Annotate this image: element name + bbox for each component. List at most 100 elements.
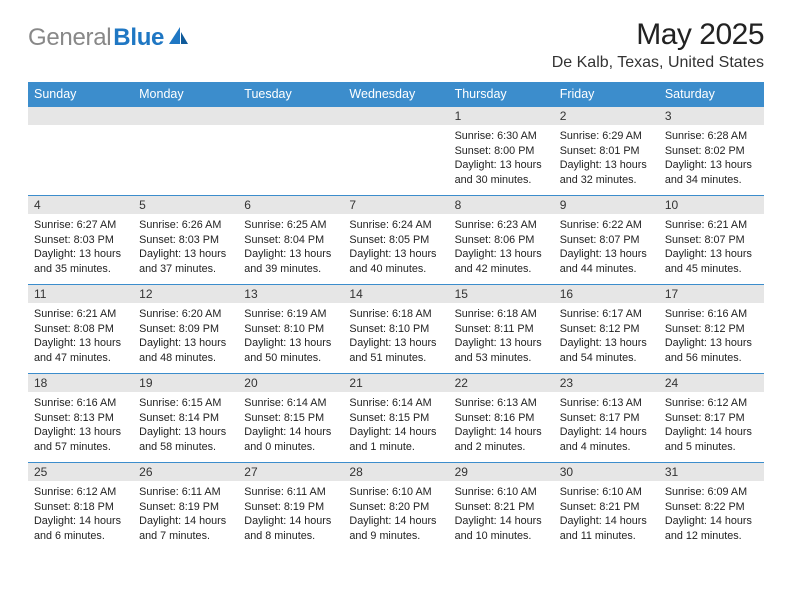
- sunrise-text: Sunrise: 6:21 AM: [34, 307, 129, 322]
- sunrise-text: Sunrise: 6:25 AM: [244, 218, 339, 233]
- daylight-text: Daylight: 13 hours and 32 minutes.: [560, 158, 655, 187]
- sunrise-text: Sunrise: 6:16 AM: [665, 307, 760, 322]
- sunset-text: Sunset: 8:05 PM: [349, 233, 444, 248]
- sunset-text: Sunset: 8:16 PM: [455, 411, 550, 426]
- day-cell: Sunrise: 6:15 AMSunset: 8:14 PMDaylight:…: [133, 392, 238, 462]
- daylight-text: Daylight: 14 hours and 1 minute.: [349, 425, 444, 454]
- day-header-fri: Friday: [554, 82, 659, 107]
- sunrise-text: Sunrise: 6:10 AM: [560, 485, 655, 500]
- sunrise-text: Sunrise: 6:12 AM: [34, 485, 129, 500]
- day-number: 1: [449, 107, 554, 125]
- daylight-text: Daylight: 13 hours and 56 minutes.: [665, 336, 760, 365]
- title-block: May 2025 De Kalb, Texas, United States: [552, 18, 764, 72]
- day-header-mon: Monday: [133, 82, 238, 107]
- day-cell: Sunrise: 6:13 AMSunset: 8:16 PMDaylight:…: [449, 392, 554, 462]
- sunset-text: Sunset: 8:10 PM: [244, 322, 339, 337]
- sunset-text: Sunset: 8:17 PM: [665, 411, 760, 426]
- logo-text-general: General: [28, 24, 111, 52]
- day-number: 17: [659, 285, 764, 303]
- day-cell: Sunrise: 6:25 AMSunset: 8:04 PMDaylight:…: [238, 214, 343, 284]
- sunset-text: Sunset: 8:13 PM: [34, 411, 129, 426]
- daylight-text: Daylight: 14 hours and 5 minutes.: [665, 425, 760, 454]
- daylight-text: Daylight: 13 hours and 48 minutes.: [139, 336, 234, 365]
- daylight-text: Daylight: 14 hours and 7 minutes.: [139, 514, 234, 543]
- day-number: [343, 107, 448, 125]
- daylight-text: Daylight: 13 hours and 40 minutes.: [349, 247, 444, 276]
- daylight-text: Daylight: 14 hours and 8 minutes.: [244, 514, 339, 543]
- day-header-sun: Sunday: [28, 82, 133, 107]
- sunrise-text: Sunrise: 6:22 AM: [560, 218, 655, 233]
- logo-sail-icon: [168, 26, 190, 46]
- sunrise-text: Sunrise: 6:10 AM: [349, 485, 444, 500]
- sunrise-text: Sunrise: 6:26 AM: [139, 218, 234, 233]
- sunrise-text: Sunrise: 6:21 AM: [665, 218, 760, 233]
- sunset-text: Sunset: 8:14 PM: [139, 411, 234, 426]
- day-number: 29: [449, 463, 554, 481]
- week-num-strip: 45678910: [28, 195, 764, 214]
- sunrise-text: Sunrise: 6:28 AM: [665, 129, 760, 144]
- sunrise-text: Sunrise: 6:19 AM: [244, 307, 339, 322]
- day-number: 23: [554, 374, 659, 392]
- sunrise-text: Sunrise: 6:14 AM: [349, 396, 444, 411]
- sunset-text: Sunset: 8:10 PM: [349, 322, 444, 337]
- day-cell: Sunrise: 6:29 AMSunset: 8:01 PMDaylight:…: [554, 125, 659, 195]
- day-cell: [343, 125, 448, 195]
- sunset-text: Sunset: 8:18 PM: [34, 500, 129, 515]
- page-header: GeneralBlue May 2025 De Kalb, Texas, Uni…: [28, 18, 764, 72]
- week-num-strip: 18192021222324: [28, 373, 764, 392]
- day-number: 2: [554, 107, 659, 125]
- day-cell: Sunrise: 6:10 AMSunset: 8:20 PMDaylight:…: [343, 481, 448, 551]
- sunset-text: Sunset: 8:03 PM: [34, 233, 129, 248]
- calendar-page: GeneralBlue May 2025 De Kalb, Texas, Uni…: [0, 0, 792, 612]
- week-content-strip: Sunrise: 6:27 AMSunset: 8:03 PMDaylight:…: [28, 214, 764, 284]
- sunset-text: Sunset: 8:07 PM: [560, 233, 655, 248]
- sunset-text: Sunset: 8:02 PM: [665, 144, 760, 159]
- sunrise-text: Sunrise: 6:15 AM: [139, 396, 234, 411]
- day-number: 26: [133, 463, 238, 481]
- day-cell: Sunrise: 6:30 AMSunset: 8:00 PMDaylight:…: [449, 125, 554, 195]
- daylight-text: Daylight: 13 hours and 54 minutes.: [560, 336, 655, 365]
- sunset-text: Sunset: 8:09 PM: [139, 322, 234, 337]
- day-cell: Sunrise: 6:17 AMSunset: 8:12 PMDaylight:…: [554, 303, 659, 373]
- day-cell: Sunrise: 6:09 AMSunset: 8:22 PMDaylight:…: [659, 481, 764, 551]
- sunrise-text: Sunrise: 6:18 AM: [455, 307, 550, 322]
- sunset-text: Sunset: 8:12 PM: [560, 322, 655, 337]
- day-header-tue: Tuesday: [238, 82, 343, 107]
- daylight-text: Daylight: 13 hours and 47 minutes.: [34, 336, 129, 365]
- daylight-text: Daylight: 13 hours and 45 minutes.: [665, 247, 760, 276]
- day-cell: Sunrise: 6:10 AMSunset: 8:21 PMDaylight:…: [554, 481, 659, 551]
- day-cell: Sunrise: 6:13 AMSunset: 8:17 PMDaylight:…: [554, 392, 659, 462]
- location: De Kalb, Texas, United States: [552, 54, 764, 72]
- daylight-text: Daylight: 13 hours and 35 minutes.: [34, 247, 129, 276]
- sunrise-text: Sunrise: 6:18 AM: [349, 307, 444, 322]
- day-number: 27: [238, 463, 343, 481]
- daylight-text: Daylight: 14 hours and 6 minutes.: [34, 514, 129, 543]
- sunrise-text: Sunrise: 6:13 AM: [560, 396, 655, 411]
- day-cell: Sunrise: 6:11 AMSunset: 8:19 PMDaylight:…: [238, 481, 343, 551]
- sunrise-text: Sunrise: 6:09 AM: [665, 485, 760, 500]
- day-number: 5: [133, 196, 238, 214]
- sunrise-text: Sunrise: 6:17 AM: [560, 307, 655, 322]
- day-cell: Sunrise: 6:20 AMSunset: 8:09 PMDaylight:…: [133, 303, 238, 373]
- sunset-text: Sunset: 8:22 PM: [665, 500, 760, 515]
- daylight-text: Daylight: 13 hours and 39 minutes.: [244, 247, 339, 276]
- day-cell: Sunrise: 6:16 AMSunset: 8:13 PMDaylight:…: [28, 392, 133, 462]
- sunset-text: Sunset: 8:15 PM: [349, 411, 444, 426]
- day-cell: Sunrise: 6:12 AMSunset: 8:17 PMDaylight:…: [659, 392, 764, 462]
- sunrise-text: Sunrise: 6:27 AM: [34, 218, 129, 233]
- daylight-text: Daylight: 13 hours and 42 minutes.: [455, 247, 550, 276]
- sunset-text: Sunset: 8:03 PM: [139, 233, 234, 248]
- sunset-text: Sunset: 8:12 PM: [665, 322, 760, 337]
- day-cell: Sunrise: 6:27 AMSunset: 8:03 PMDaylight:…: [28, 214, 133, 284]
- week-content-strip: Sunrise: 6:12 AMSunset: 8:18 PMDaylight:…: [28, 481, 764, 551]
- sunset-text: Sunset: 8:21 PM: [560, 500, 655, 515]
- daylight-text: Daylight: 14 hours and 2 minutes.: [455, 425, 550, 454]
- day-number: 25: [28, 463, 133, 481]
- day-number: 4: [28, 196, 133, 214]
- day-cell: [238, 125, 343, 195]
- sunrise-text: Sunrise: 6:20 AM: [139, 307, 234, 322]
- sunrise-text: Sunrise: 6:29 AM: [560, 129, 655, 144]
- day-number: 31: [659, 463, 764, 481]
- day-number: 3: [659, 107, 764, 125]
- sunset-text: Sunset: 8:06 PM: [455, 233, 550, 248]
